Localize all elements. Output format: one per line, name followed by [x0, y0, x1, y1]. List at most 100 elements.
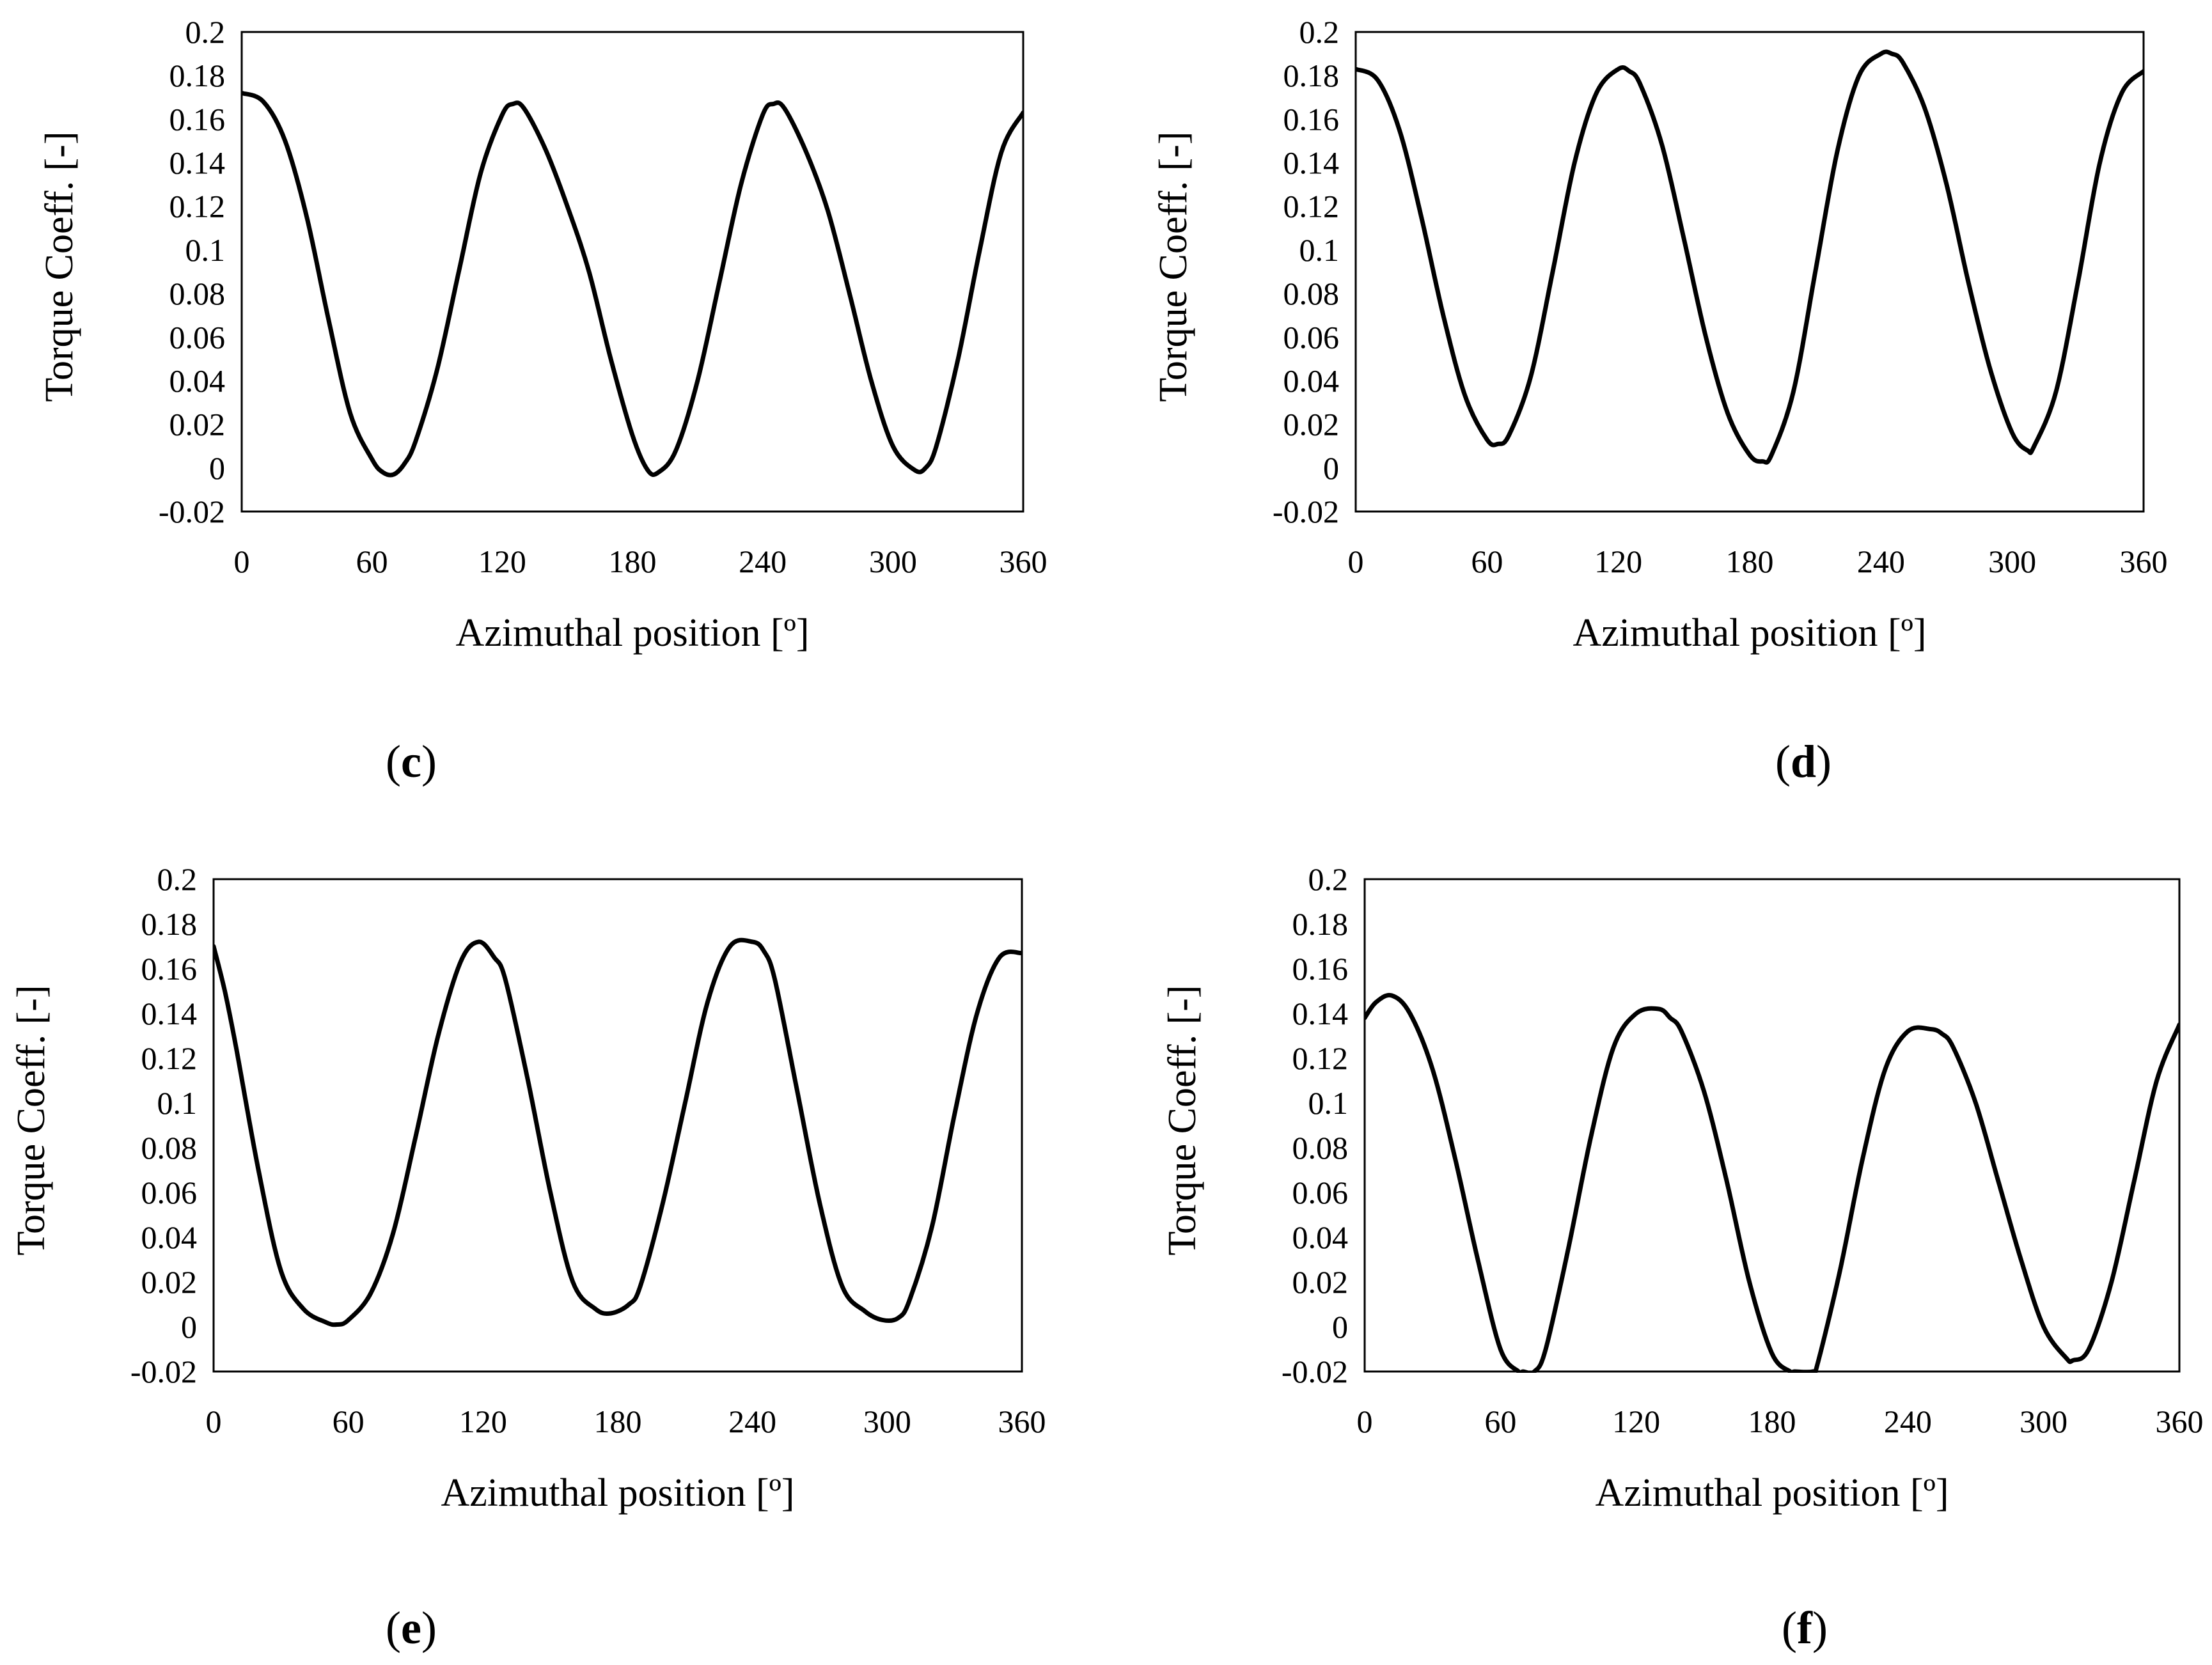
- y-tick-label: 0: [1332, 1309, 1348, 1345]
- series-line-f: [1365, 992, 2179, 1373]
- series-line-d: [1356, 49, 2144, 465]
- panel-label: (d): [1775, 736, 1832, 787]
- y-tick-label: 0.04: [169, 363, 226, 398]
- panel-label: (e): [386, 1602, 437, 1653]
- y-tick-label: 0.06: [1292, 1175, 1349, 1210]
- series-line-c: [242, 91, 1023, 478]
- chart-panel-e: -0.02 0 0.02 0.04 0.06 0.08 0.1 0.12 0.14 0.16 0.1…: [10, 861, 1046, 1653]
- y-tick-label: -0.02: [159, 494, 225, 529]
- y-axis-label: Torque Coeff. [-]: [10, 985, 53, 1255]
- y-tick-label: 0: [1323, 450, 1339, 486]
- y-tick-label: 0.2: [1299, 14, 1340, 50]
- y-tick-label: 0.18: [141, 906, 198, 942]
- y-tick-label: 0.06: [1283, 319, 1340, 355]
- x-tick-label: 120: [1594, 543, 1642, 579]
- x-tick-label: 300: [863, 1403, 911, 1439]
- y-tick-label: 0.12: [1283, 189, 1340, 224]
- y-tick-label: 0.14: [169, 145, 226, 181]
- x-tick-label: 180: [1726, 543, 1774, 579]
- y-tick-label: -0.02: [1273, 494, 1339, 529]
- y-tick-label: 0.08: [169, 276, 226, 311]
- y-tick-label: 0.02: [1283, 407, 1340, 442]
- x-tick-label: 60: [1471, 543, 1503, 579]
- x-tick-label: 240: [739, 543, 787, 579]
- plot-frame: [240, 31, 1024, 513]
- x-tick-label: 0: [1357, 1403, 1373, 1439]
- y-tick-label: 0.14: [1292, 996, 1349, 1031]
- y-tick-label: 0.08: [1283, 276, 1340, 311]
- chart-panel-f: -0.02 0 0.02 0.04 0.06 0.08 0.1 0.12 0.14 0.16 0.1…: [1161, 861, 2204, 1653]
- x-tick-label: 0: [206, 1403, 222, 1439]
- x-axis-label: Azimuthal position [º]: [1595, 1471, 1949, 1515]
- y-tick-label: 0.1: [157, 1085, 198, 1121]
- x-tick-label: 180: [609, 543, 657, 579]
- y-tick-label: 0.1: [1308, 1085, 1349, 1121]
- chart-panel-c: -0.02 0 0.02 0.04 0.06 0.08 0.1 0.12 0.14 0.16 0.1…: [38, 14, 1047, 787]
- plot-frame: [1354, 31, 2145, 513]
- x-tick-label: 60: [333, 1403, 365, 1439]
- y-tick-label: 0.16: [1292, 951, 1349, 987]
- y-tick-label: 0: [209, 450, 225, 486]
- y-tick-label: 0.02: [169, 407, 226, 442]
- y-axis-label: Torque Coeff. [-]: [1152, 131, 1195, 402]
- y-tick-label: 0.02: [141, 1264, 198, 1300]
- chart-panel-d: -0.02 0 0.02 0.04 0.06 0.08 0.1 0.12 0.14 0.16 0.1…: [1152, 14, 2168, 787]
- y-tick-label: 0.04: [1292, 1219, 1349, 1255]
- x-tick-label: 120: [1612, 1403, 1660, 1439]
- y-tick-label: 0.2: [157, 861, 198, 897]
- x-tick-label: 300: [1988, 543, 2036, 579]
- plot-frame: [212, 878, 1023, 1373]
- y-tick-label: 0.08: [141, 1130, 198, 1166]
- x-axis-label: Azimuthal position [º]: [455, 611, 809, 655]
- y-tick-label: 0.06: [169, 319, 226, 355]
- y-tick-label: 0.16: [1283, 101, 1340, 137]
- x-tick-label: 240: [1857, 543, 1905, 579]
- series-line-e: [214, 937, 1022, 1327]
- plot-frame: [1363, 878, 2181, 1373]
- x-tick-label: 240: [1884, 1403, 1932, 1439]
- y-tick-label: 0.18: [169, 58, 226, 93]
- y-tick-label: 0.02: [1292, 1264, 1349, 1300]
- panel-label: (c): [386, 736, 437, 787]
- x-tick-label: 360: [2120, 543, 2168, 579]
- x-tick-label: 0: [234, 543, 250, 579]
- y-tick-label: 0.12: [169, 189, 226, 224]
- y-tick-label: 0.12: [1292, 1040, 1349, 1076]
- y-tick-label: 0.1: [1299, 232, 1340, 268]
- y-tick-label: 0.18: [1283, 58, 1340, 93]
- y-tick-label: 0.2: [1308, 861, 1349, 897]
- x-tick-label: 120: [478, 543, 526, 579]
- y-tick-label: 0.08: [1292, 1130, 1349, 1166]
- y-tick-label: 0.16: [169, 101, 226, 137]
- x-axis-label: Azimuthal position [º]: [441, 1471, 794, 1515]
- x-tick-label: 240: [728, 1403, 776, 1439]
- y-tick-label: 0: [181, 1309, 197, 1345]
- x-tick-label: 300: [2020, 1403, 2067, 1439]
- y-tick-label: 0.14: [1283, 145, 1340, 181]
- x-tick-label: 360: [2156, 1403, 2204, 1439]
- y-tick-label: 0.2: [185, 14, 226, 50]
- x-tick-label: 60: [1484, 1403, 1516, 1439]
- x-tick-label: 120: [459, 1403, 507, 1439]
- y-tick-label: 0.12: [141, 1040, 198, 1076]
- y-tick-label: 0.06: [141, 1175, 198, 1210]
- y-tick-label: 0.04: [1283, 363, 1340, 398]
- x-tick-label: 180: [1748, 1403, 1796, 1439]
- y-tick-label: 0.18: [1292, 906, 1349, 942]
- y-tick-label: 0.1: [185, 232, 226, 268]
- y-tick-label: 0.04: [141, 1219, 198, 1255]
- y-tick-label: 0.16: [141, 951, 198, 987]
- panel-label: (f): [1782, 1602, 1828, 1653]
- x-axis-label: Azimuthal position [º]: [1573, 611, 1926, 655]
- x-tick-label: 300: [869, 543, 917, 579]
- x-tick-label: 0: [1348, 543, 1364, 579]
- x-tick-label: 360: [998, 1403, 1046, 1439]
- y-axis-label: Torque Coeff. [-]: [38, 131, 81, 402]
- y-axis-label: Torque Coeff. [-]: [1161, 985, 1204, 1255]
- x-tick-label: 180: [594, 1403, 642, 1439]
- y-tick-label: -0.02: [1282, 1354, 1348, 1389]
- y-tick-label: -0.02: [130, 1354, 197, 1389]
- x-tick-label: 360: [1000, 543, 1047, 579]
- x-tick-label: 60: [356, 543, 388, 579]
